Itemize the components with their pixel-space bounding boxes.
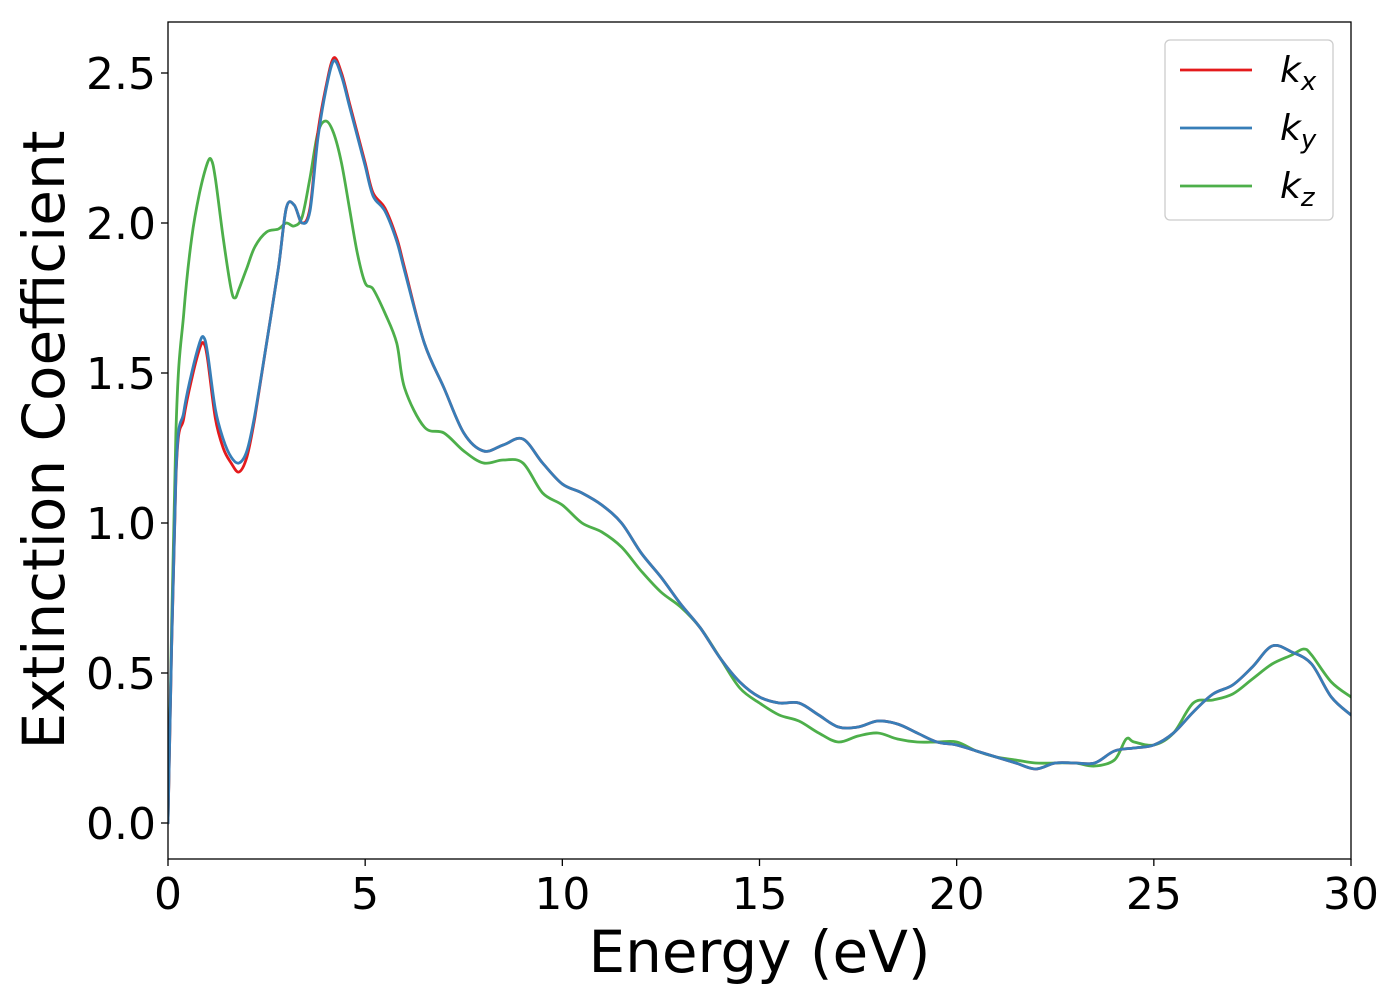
series-line-ky — [168, 59, 1351, 825]
legend-label-kx: kx — [1280, 50, 1317, 97]
y-tick-label: 1.5 — [86, 349, 156, 400]
x-tick-label: 0 — [154, 869, 182, 920]
y-tick-label: 2.5 — [86, 49, 156, 100]
x-tick-label: 25 — [1126, 869, 1182, 920]
y-tick-label: 2.0 — [86, 199, 156, 250]
y-axis: 0.0 0.5 1.0 1.5 2.0 2.5 — [86, 49, 168, 850]
x-axis-title: Energy (eV) — [588, 918, 930, 986]
x-tick-label: 15 — [732, 869, 788, 920]
series-line-kz — [168, 119, 1351, 825]
series-layer — [168, 56, 1351, 825]
x-tick-label: 5 — [351, 869, 379, 920]
y-tick-label: 0.5 — [86, 649, 156, 700]
legend: kx ky kz — [1164, 39, 1334, 221]
legend-frame — [1164, 39, 1334, 221]
x-axis: 0 5 10 15 20 25 30 — [154, 859, 1379, 920]
legend-label-ky: ky — [1280, 108, 1317, 155]
x-tick-label: 10 — [534, 869, 590, 920]
y-tick-label: 1.0 — [86, 499, 156, 550]
y-axis-title: Extinction Coefficient — [10, 131, 78, 750]
x-tick-label: 20 — [929, 869, 985, 920]
legend-label-kz: kz — [1280, 166, 1316, 213]
y-tick-label: 0.0 — [86, 799, 156, 850]
x-tick-label: 30 — [1323, 869, 1379, 920]
